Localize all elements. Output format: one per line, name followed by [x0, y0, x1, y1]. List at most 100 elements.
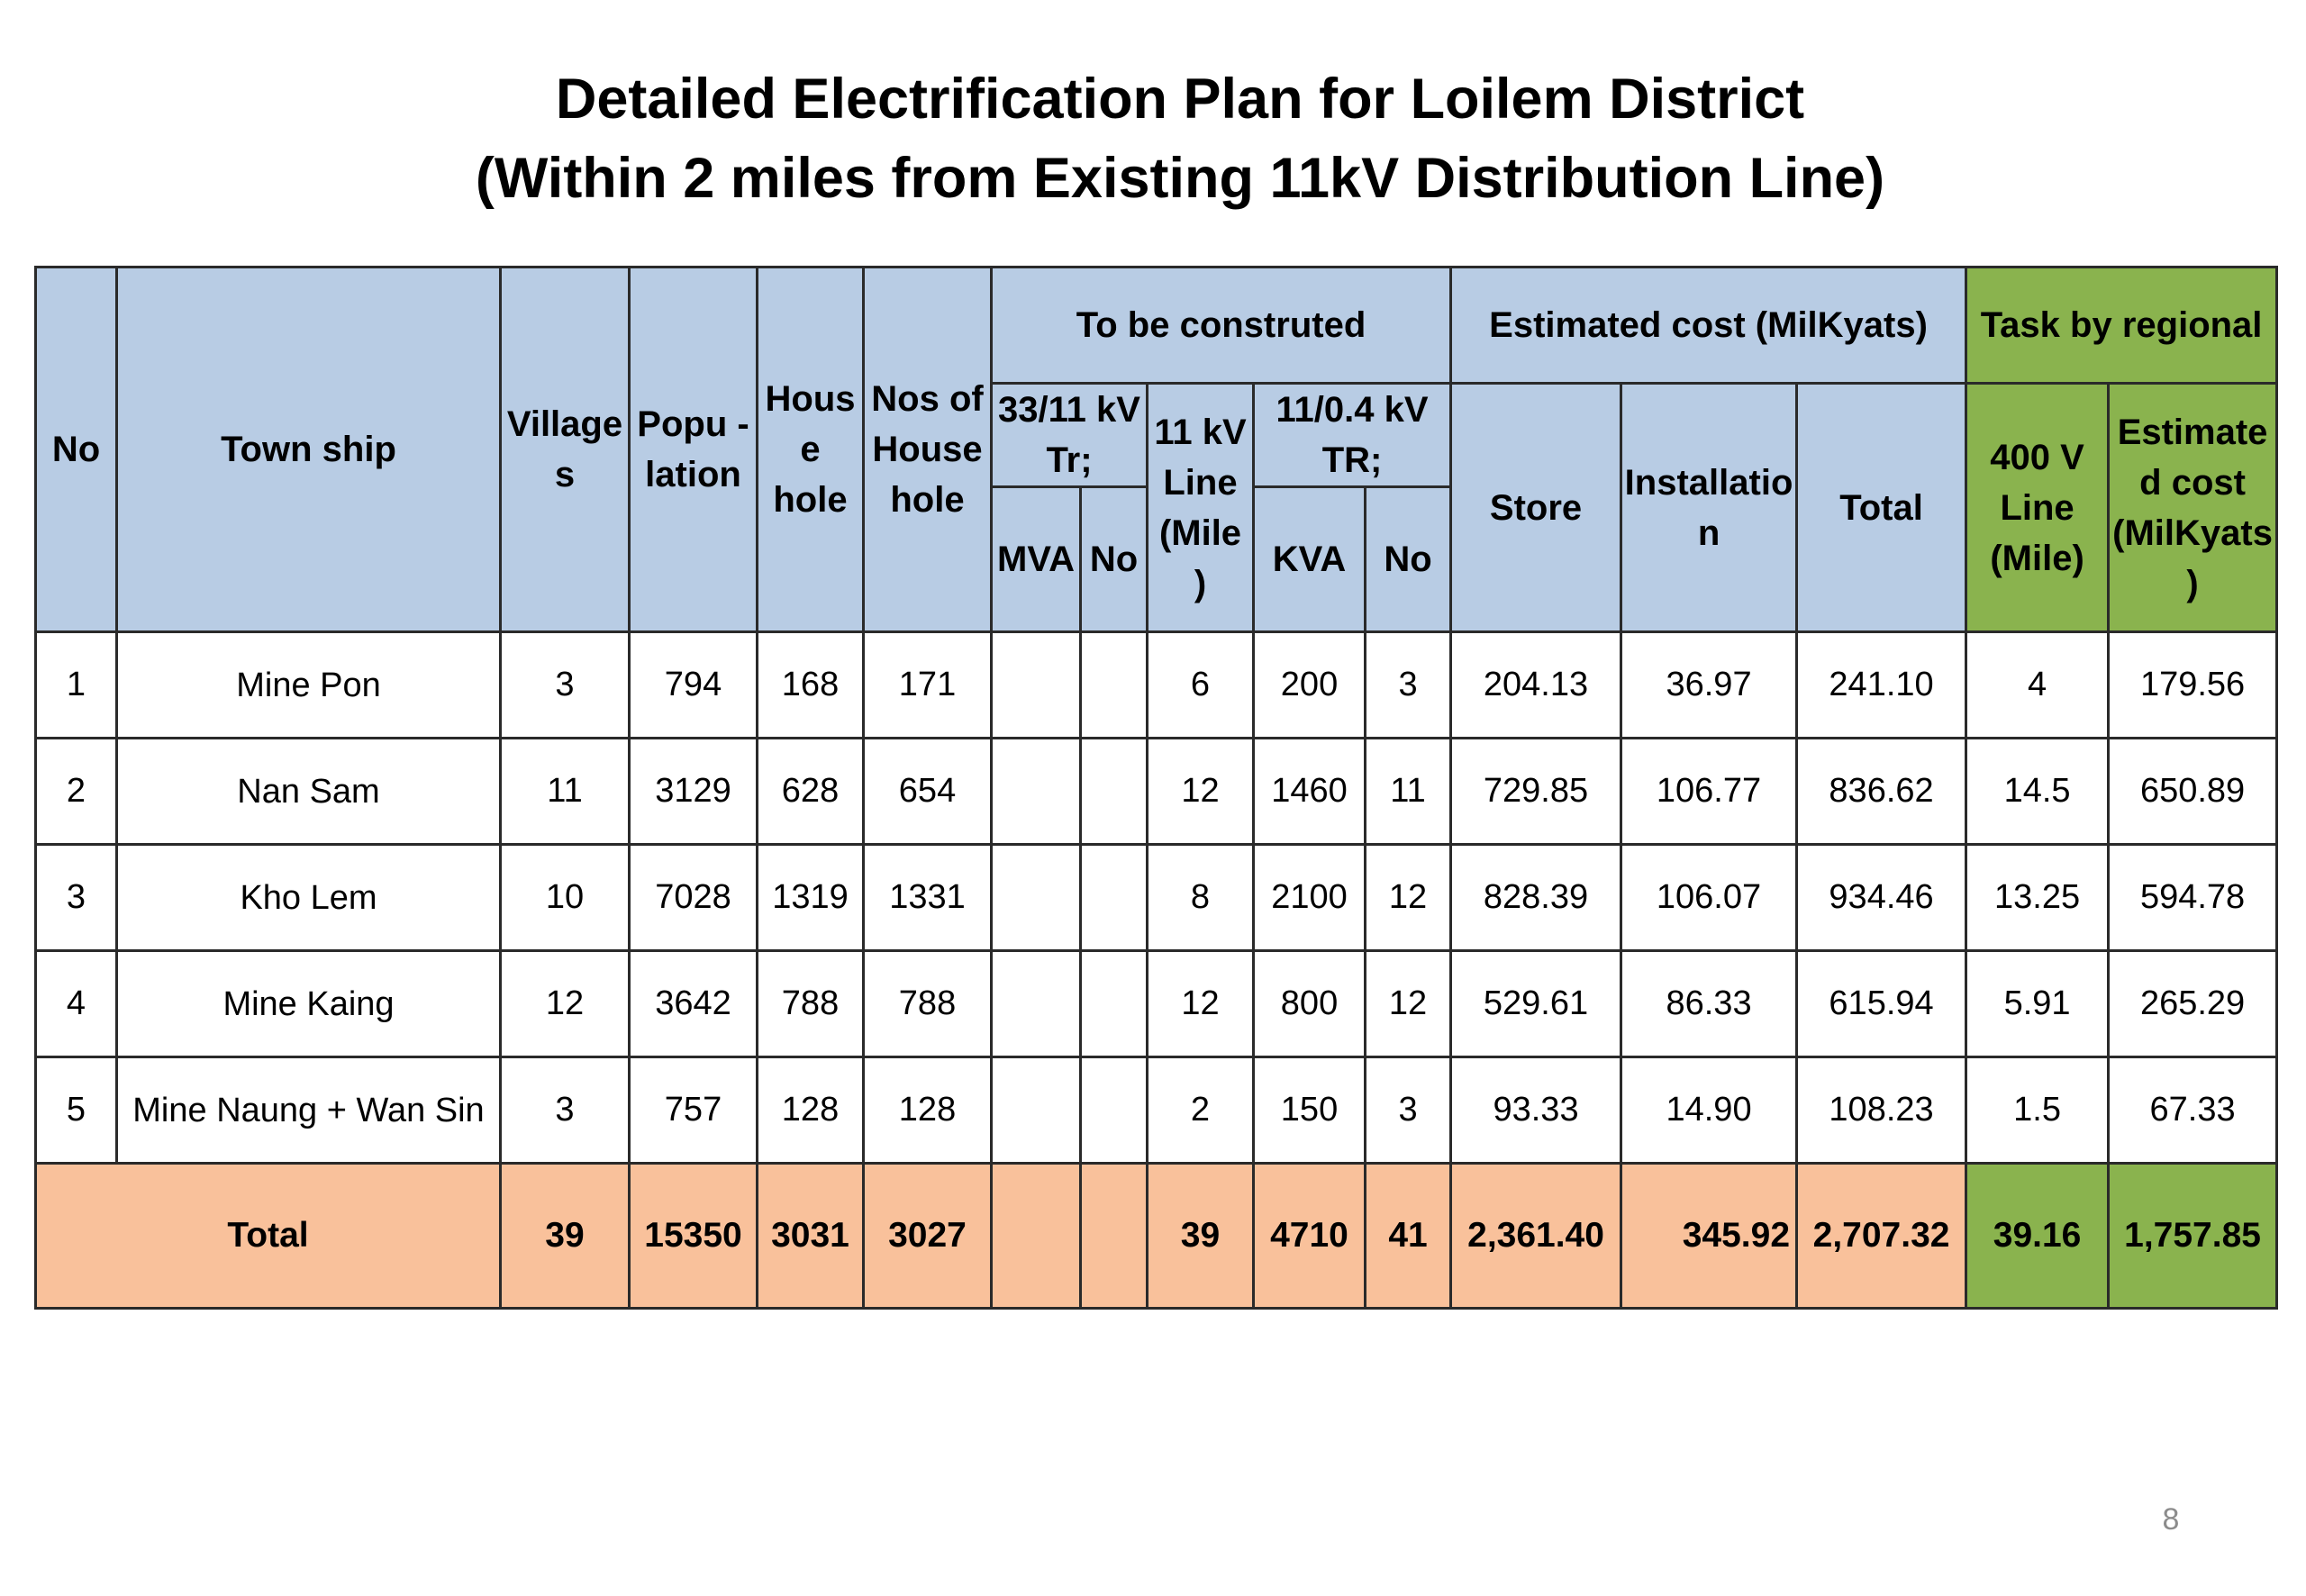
header-regional-estimated-cost: Estimate d cost (MilKyats )	[2107, 382, 2279, 633]
header-mva-no: No	[1079, 485, 1148, 633]
total-mva-no	[1079, 1162, 1148, 1310]
cell-villages: 11	[499, 737, 631, 846]
slide-title: Detailed Electrification Plan for Loilem…	[0, 59, 2306, 218]
header-estimated-cost: Estimated cost (MilKyats)	[1449, 266, 1968, 385]
total-400v-line: 39.16	[1965, 1162, 2111, 1310]
cell-township: Mine Pon	[115, 630, 502, 739]
cell-400v-line: 5.91	[1965, 949, 2111, 1058]
cell-mva	[990, 949, 1082, 1058]
header-row-3: MVA No KVA No	[36, 485, 2277, 633]
electrification-plan-table: No Town ship Village s Popu - lation Hou…	[34, 266, 2279, 1310]
cell-mva	[990, 737, 1082, 846]
cell-kva: 800	[1252, 949, 1366, 1058]
cell-11kv-line: 6	[1146, 630, 1255, 739]
cell-store: 529.61	[1449, 949, 1623, 1058]
cell-population: 3129	[628, 737, 758, 846]
header-33-11kv-tr: 33/11 kV Tr;	[990, 382, 1148, 488]
cell-store: 729.85	[1449, 737, 1623, 846]
cell-installation: 106.07	[1620, 843, 1799, 952]
title-line-2: (Within 2 miles from Existing 11kV Distr…	[475, 147, 1885, 210]
cell-total-cost: 241.10	[1795, 630, 1968, 739]
cell-population: 7028	[628, 843, 758, 952]
cell-no: 4	[34, 949, 118, 1058]
cell-nos-household: 788	[862, 949, 993, 1058]
cell-installation: 106.77	[1620, 737, 1799, 846]
table-row: 3 Kho Lem 10 7028 1319 1331 8 2100 12 828.39 106.0…	[34, 843, 2279, 952]
total-store: 2,361.40	[1449, 1162, 1623, 1310]
cell-township: Mine Naung + Wan Sin	[115, 1056, 502, 1165]
cell-kva-no: 11	[1363, 737, 1453, 846]
total-villages: 39	[499, 1162, 631, 1310]
cell-11kv-line: 12	[1146, 737, 1255, 846]
header-population: Popu - lation	[628, 266, 758, 633]
cell-mva-no	[1079, 1056, 1148, 1165]
cell-household: 628	[756, 737, 865, 846]
cell-kva-no: 3	[1363, 1056, 1453, 1165]
cell-household: 788	[756, 949, 865, 1058]
table-row: 2 Nan Sam 11 3129 628 654 12 1460 11 729.85 106.77…	[34, 737, 2279, 846]
table-row: 4 Mine Kaing 12 3642 788 788 12 800 12 529.61 86.3…	[34, 949, 2279, 1058]
total-population: 15350	[628, 1162, 758, 1310]
header-to-be-constructed: To be construted	[989, 266, 1453, 385]
cell-regional-cost: 265.29	[2107, 949, 2279, 1058]
table-body: 1 Mine Pon 3 794 168 171 6 200 3 204.13 36.97 241.1…	[34, 630, 2279, 1165]
cell-total-cost: 615.94	[1795, 949, 1968, 1058]
header-nos-household: Nos of House hole	[862, 266, 993, 633]
header-no: No	[34, 266, 118, 633]
cell-no: 2	[34, 737, 118, 846]
cell-installation: 36.97	[1620, 630, 1799, 739]
total-11kv-line: 39	[1146, 1162, 1255, 1310]
total-mva	[990, 1162, 1082, 1310]
cell-store: 204.13	[1449, 630, 1623, 739]
cell-nos-household: 654	[862, 737, 993, 846]
cell-kva: 1460	[1252, 737, 1366, 846]
cell-villages: 10	[499, 843, 631, 952]
cell-store: 828.39	[1449, 843, 1623, 952]
header-400v-line: 400 V Line (Mile)	[1965, 382, 2111, 633]
header-kva-no: No	[1363, 485, 1453, 633]
cell-mva	[990, 843, 1082, 952]
header-11kv-line: 11 kV Line (Mile )	[1146, 382, 1255, 633]
cell-kva: 200	[1252, 630, 1366, 739]
cell-villages: 3	[499, 1056, 631, 1165]
cell-11kv-line: 8	[1146, 843, 1255, 952]
slide-number: 8	[2162, 1502, 2180, 1537]
cell-mva	[990, 630, 1082, 739]
cell-population: 794	[628, 630, 758, 739]
cell-mva	[990, 1056, 1082, 1165]
cell-mva-no	[1079, 949, 1148, 1058]
cell-installation: 86.33	[1620, 949, 1799, 1058]
cell-regional-cost: 594.78	[2107, 843, 2279, 952]
cell-township: Kho Lem	[115, 843, 502, 952]
header-store: Store	[1449, 382, 1623, 633]
cell-kva-no: 12	[1363, 949, 1453, 1058]
total-kva: 4710	[1252, 1162, 1366, 1310]
header-row-1: No Town ship Village s Popu - lation Hou…	[34, 266, 2279, 633]
header-kva: KVA	[1252, 485, 1366, 633]
cell-11kv-line: 2	[1146, 1056, 1255, 1165]
cell-kva-no: 12	[1363, 843, 1453, 952]
cell-household: 128	[756, 1056, 865, 1165]
cell-population: 3642	[628, 949, 758, 1058]
cell-kva: 2100	[1252, 843, 1366, 952]
cell-installation: 14.90	[1620, 1056, 1799, 1165]
cell-mva-no	[1079, 630, 1148, 739]
cell-total-cost: 934.46	[1795, 843, 1968, 952]
total-total-cost: 2,707.32	[1795, 1162, 1968, 1310]
cell-regional-cost: 179.56	[2107, 630, 2279, 739]
cell-household: 1319	[756, 843, 865, 952]
total-label: Total	[34, 1162, 502, 1310]
header-household: Hous e hole	[756, 266, 865, 633]
cell-no: 3	[34, 843, 118, 952]
header-installation: Installatio n	[1620, 382, 1799, 633]
cell-400v-line: 14.5	[1965, 737, 2111, 846]
cell-400v-line: 4	[1965, 630, 2111, 739]
table-row: 5 Mine Naung + Wan Sin 3 757 128 128 2 150 3 93.3…	[34, 1056, 2279, 1165]
cell-total-cost: 108.23	[1795, 1056, 1968, 1165]
header-township: Town ship	[115, 266, 502, 633]
cell-township: Mine Kaing	[115, 949, 502, 1058]
header-total-cost: Total	[1795, 382, 1968, 633]
cell-no: 5	[34, 1056, 118, 1165]
total-nos-household: 3027	[862, 1162, 993, 1310]
cell-400v-line: 13.25	[1965, 843, 2111, 952]
